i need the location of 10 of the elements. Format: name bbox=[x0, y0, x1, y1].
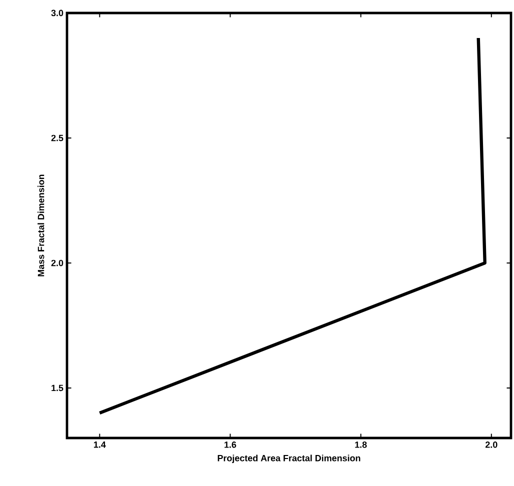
x-tick-label: 1.6 bbox=[224, 442, 236, 448]
x-axis-title: Projected Area Fractal Dimension bbox=[218, 454, 360, 464]
x-tick-label: 1.4 bbox=[94, 442, 106, 448]
y-tick-label: 2.0 bbox=[51, 260, 64, 266]
x-tick-label: 2.0 bbox=[485, 442, 498, 448]
y-tick-label: 1.5 bbox=[52, 384, 64, 392]
y-tick-label: 3.0 bbox=[51, 10, 64, 16]
y-axis-title: Mass Fractal Dimension bbox=[38, 174, 44, 276]
y-tick-label: 2.5 bbox=[51, 134, 64, 142]
x-tick-label: 1.8 bbox=[355, 442, 367, 448]
